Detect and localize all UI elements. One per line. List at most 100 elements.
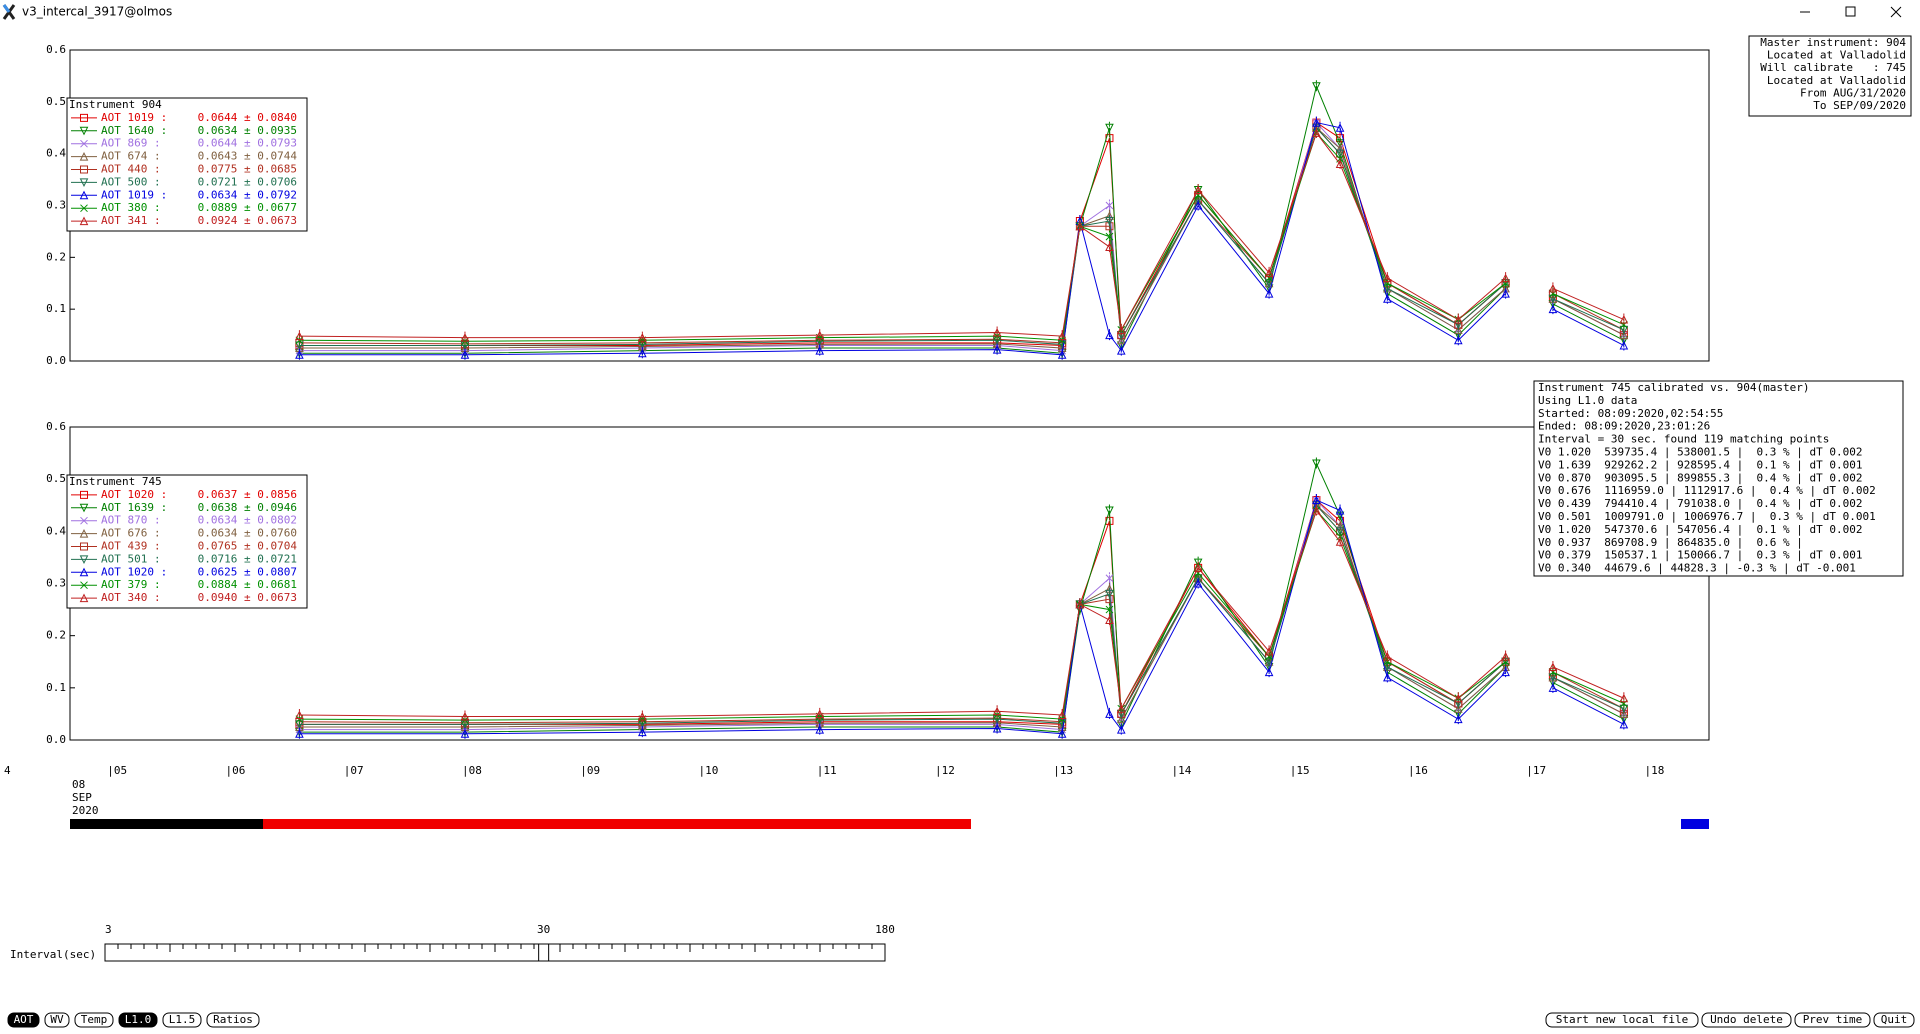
series-line [299,504,1625,728]
data-point [1453,335,1463,345]
legend-marker [79,190,89,200]
series-line [299,121,1625,352]
plot-frame [69,426,1710,741]
toggle-button-label: WV [50,1013,64,1026]
data-point [1193,558,1203,568]
y-tick-label: 0.6 [46,420,66,433]
action-button[interactable] [1873,1012,1915,1028]
data-point [1264,667,1274,677]
data-point [1105,330,1114,340]
data-point [1105,709,1114,718]
data-point [1549,668,1557,677]
legend-stat: 0.0716 ± 0.0721 [198,552,297,565]
x-tick-label: |14 [1171,764,1191,777]
legend-box [66,474,308,609]
data-point [1105,242,1114,251]
data-point [815,346,825,355]
data-point [815,724,825,734]
toggle-button[interactable] [44,1012,70,1028]
data-point [1116,335,1126,345]
slider-thumb[interactable] [538,943,550,962]
data-point [1105,615,1114,625]
restore-button[interactable] [1845,6,1856,17]
legend-stat: 0.0634 ± 0.0760 [198,527,297,540]
data-point [1312,459,1321,469]
close-button[interactable] [1890,6,1902,18]
master-info-line: To SEP/09/2020 [1813,99,1906,112]
series-line [299,126,1625,346]
calib-info-line: V0 0.340 44679.6 | 44828.3 | -0.3 % | dT… [1538,562,1856,575]
x-tick-label: |17 [1526,764,1546,777]
x-tick-label: |09 [580,764,600,777]
data-point [1335,505,1345,515]
legend-marker [79,126,89,136]
data-point [1335,149,1345,159]
y-tick-label: 0.2 [46,629,66,642]
data-point [638,727,647,737]
data-point [1619,330,1629,340]
legend-name: AOT 674 : [101,150,161,163]
series-line [299,84,1625,354]
calib-info-line: V0 1.020 539735.4 | 538001.5 | 0.3 % | d… [1538,446,1863,459]
data-point [1501,651,1510,661]
action-button[interactable] [1794,1012,1871,1028]
data-point [1548,662,1558,671]
toggle-button-label: L1.0 [125,1013,152,1026]
toggle-button[interactable] [7,1012,40,1028]
data-point [992,327,1002,337]
legend-stat: 0.0634 ± 0.0792 [198,188,297,201]
series-line [299,499,1625,725]
data-point [1501,279,1510,288]
data-point [1057,710,1067,719]
action-button[interactable] [1701,1012,1792,1028]
timeline-bar [263,819,971,829]
legend-marker [80,542,88,551]
data-point [1453,714,1463,724]
data-point [1265,274,1273,282]
data-point [1312,495,1321,505]
data-point [1548,283,1558,293]
series-line [299,126,1625,349]
toggle-button[interactable] [74,1012,114,1028]
legend-marker [79,216,89,226]
y-tick-label: 0.4 [46,524,66,537]
slider-label: Interval(sec) [10,948,96,961]
date-label: SEP [72,791,92,804]
data-point [1620,320,1628,329]
legend-stat: 0.0924 ± 0.0673 [198,214,297,227]
data-point [1501,667,1510,677]
title-bar [0,0,1920,24]
data-point [638,711,647,721]
data-point [295,729,304,738]
toggle-button-label: Ratios [213,1013,253,1026]
master-info-line: From AUG/31/2020 [1800,86,1906,99]
slider-tick-label: 30 [537,923,550,936]
data-point [1193,563,1203,572]
series-line [299,499,1625,731]
data-point [1075,599,1085,609]
data-point [1116,724,1126,734]
action-button-label: Quit [1881,1013,1908,1026]
calib-info-line: V0 1.020 547370.6 | 547056.4 | 0.1 % | d… [1538,523,1863,536]
toggle-button[interactable] [162,1012,202,1028]
x-tick-label: |10 [698,764,718,777]
x-tick-label: |18 [1645,764,1665,777]
data-point [1312,82,1321,91]
legend-marker [79,151,89,161]
y-tick-label: 0.1 [46,302,66,315]
action-button[interactable] [1545,1012,1699,1028]
data-point [1075,221,1085,231]
data-point [1116,346,1126,355]
legend-stat: 0.0775 ± 0.0685 [198,163,297,176]
master-info-line: Located at Valladolid [1767,49,1906,62]
data-point [1264,268,1274,277]
data-point [815,709,825,718]
toggle-button[interactable] [118,1012,158,1028]
legend-marker [79,593,89,603]
toggle-button[interactable] [206,1012,260,1028]
legend-box [66,97,308,232]
legend-name: AOT 439 : [101,540,161,553]
data-point [1116,325,1126,334]
data-point [992,706,1002,716]
legend-stat: 0.0644 ± 0.0793 [198,137,297,150]
